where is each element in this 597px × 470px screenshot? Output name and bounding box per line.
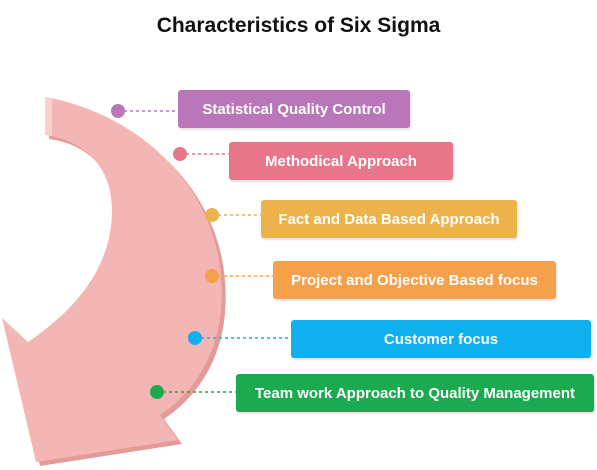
- connector-dot-4: [205, 269, 219, 283]
- characteristic-box-6: Team work Approach to Quality Management: [236, 374, 594, 412]
- arrow-tail-cap: [45, 97, 52, 136]
- characteristic-box-4: Project and Objective Based focus: [273, 261, 556, 299]
- characteristic-box-2: Methodical Approach: [229, 142, 453, 180]
- characteristic-label-5: Customer focus: [383, 330, 499, 348]
- connector-dot-1: [111, 104, 125, 118]
- diagram-title: Characteristics of Six Sigma: [156, 14, 441, 37]
- connector-dot-2: [173, 147, 187, 161]
- characteristic-label-1: Statistical Quality Control: [202, 100, 386, 118]
- characteristic-box-3: Fact and Data Based Approach: [261, 200, 517, 238]
- curved-arrow: [2, 97, 222, 462]
- characteristic-label-4: Project and Objective Based focus: [291, 271, 538, 289]
- connector-3: [205, 208, 262, 222]
- connector-dot-6: [150, 385, 164, 399]
- connector-5: [188, 331, 292, 345]
- characteristic-box-1: Statistical Quality Control: [178, 90, 410, 128]
- connector-1: [111, 104, 178, 118]
- connector-4: [205, 269, 274, 283]
- characteristic-label-2: Methodical Approach: [265, 152, 417, 170]
- connector-dot-3: [205, 208, 219, 222]
- characteristic-label-6: Team work Approach to Quality Management: [254, 384, 576, 402]
- connector-dot-5: [188, 331, 202, 345]
- connector-2: [173, 147, 230, 161]
- characteristic-label-3: Fact and Data Based Approach: [278, 210, 500, 228]
- connector-6: [150, 385, 236, 399]
- characteristic-box-5: Customer focus: [291, 320, 591, 358]
